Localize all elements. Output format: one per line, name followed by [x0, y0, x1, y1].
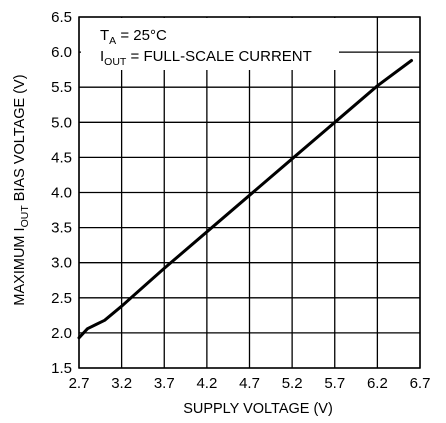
y-tick-label: 4.0	[51, 185, 72, 202]
y-tick-label: 5.0	[51, 114, 72, 131]
y-tick-label: 6.5	[51, 9, 72, 26]
x-tick-labels: 2.7 3.2 3.7 4.2 4.7 5.2 5.7 6.2 6.7	[69, 375, 431, 392]
y-tick-label: 3.5	[51, 220, 72, 237]
x-tick-label: 3.2	[111, 375, 132, 392]
x-tick-label: 2.7	[69, 375, 90, 392]
y-tick-label: 3.0	[51, 255, 72, 272]
x-tick-label: 5.7	[324, 375, 345, 392]
y-tick-label: 4.5	[51, 149, 72, 166]
x-tick-label: 4.2	[196, 375, 217, 392]
x-tick-label: 5.2	[282, 375, 303, 392]
annotation-current: IOUT = FULL-SCALE CURRENT	[100, 48, 312, 68]
plot-frame	[78, 16, 421, 369]
y-tick-label: 1.5	[51, 360, 72, 377]
annotation-background	[81, 18, 339, 70]
x-tick-label: 6.2	[367, 375, 388, 392]
grid	[78, 16, 421, 369]
y-axis-label: MAXIMUM IOUT BIAS VOLTAGE (V)	[12, 74, 31, 305]
x-tick-label: 3.7	[154, 375, 175, 392]
y-tick-label: 2.5	[51, 290, 72, 307]
x-tick-label: 4.7	[239, 375, 260, 392]
y-tick-label: 6.0	[51, 44, 72, 61]
x-tick-label: 6.7	[410, 375, 431, 392]
y-tick-label: 2.0	[51, 325, 72, 342]
annotation-temperature: TA = 25°C	[100, 27, 167, 47]
series-line	[77, 59, 413, 340]
y-tick-label: 5.5	[51, 79, 72, 96]
y-tick-labels: 1.5 2.0 2.5 3.0 3.5 4.0 4.5 5.0 5.5 6.0 6.5	[51, 9, 72, 377]
x-axis-label: SUPPLY VOLTAGE (V)	[183, 401, 333, 417]
